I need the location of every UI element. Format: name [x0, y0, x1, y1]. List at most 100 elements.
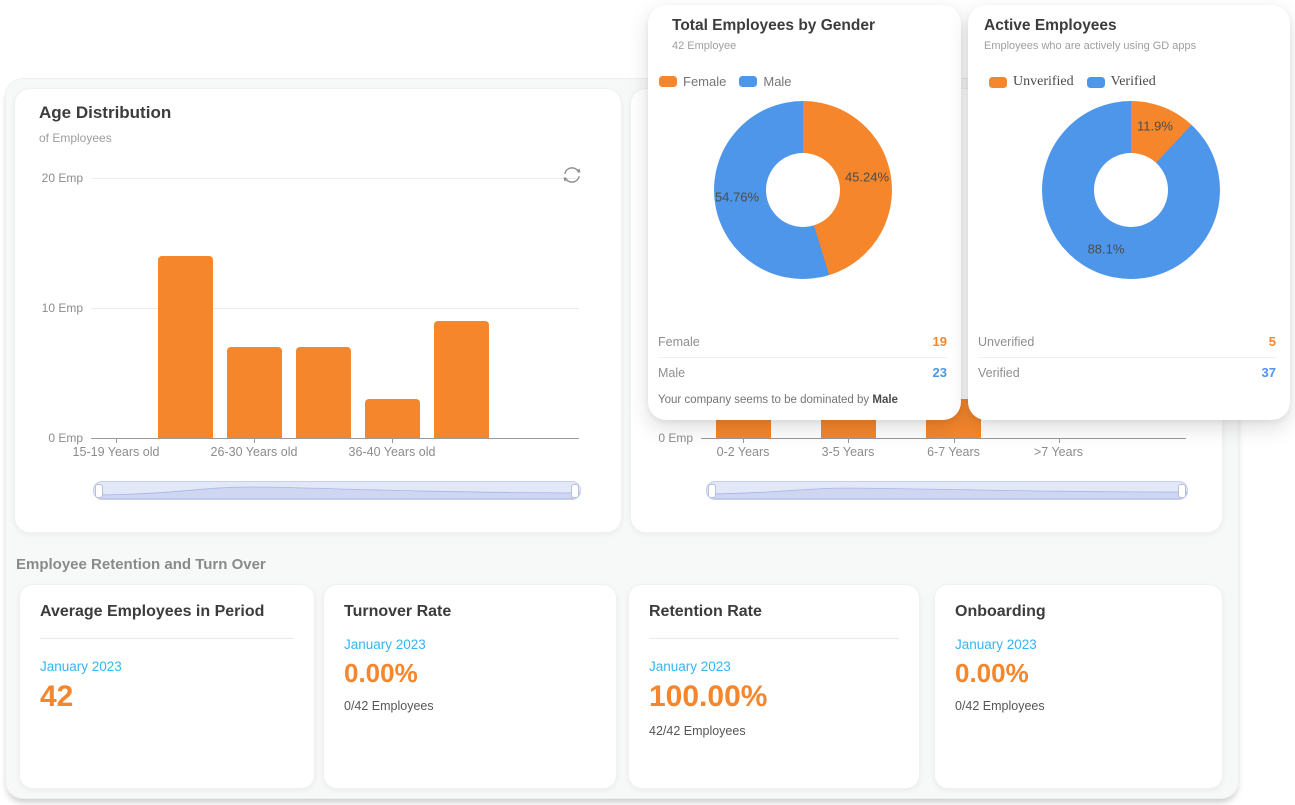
stat-card-title: Retention Rate — [649, 603, 762, 620]
card-title: Active Employees — [984, 17, 1117, 34]
stat-card-title: Onboarding — [955, 603, 1046, 620]
x-axis-label: 0-2 Years — [716, 445, 770, 459]
stat-value: 42 — [40, 680, 74, 713]
stat-subtext: 0/42 Employees — [955, 699, 1045, 713]
stat-card-turnover-rate: Turnover Rate January 2023 0.00% 0/42 Emplo… — [323, 584, 617, 789]
card-subtitle: Employees who are actively using GD apps — [984, 40, 1197, 52]
legend-item-unverified[interactable]: Unverified — [989, 74, 1074, 90]
stat-period: January 2023 — [649, 659, 731, 674]
legend-label: Unverified — [1013, 74, 1074, 89]
divider-line — [649, 638, 899, 639]
age-distribution-bar-chart: 20 Emp 10 Emp 0 Emp 15-19 Years old 26-30 Ye… — [15, 89, 621, 532]
stat-subtext: 42/42 Employees — [649, 724, 746, 738]
y-axis-label: 0 Emp — [48, 431, 83, 445]
divider-line — [40, 638, 294, 639]
bar[interactable] — [226, 347, 282, 438]
stat-period: January 2023 — [40, 659, 122, 674]
axis-tick — [1058, 438, 1060, 443]
stat-card-title: Turnover Rate — [344, 603, 452, 620]
axis-tick — [848, 438, 849, 443]
stat-row-verified: Verified 37 — [978, 357, 1276, 388]
stat-row-male: Male 23 — [658, 357, 947, 388]
stat-card-title: Average Employees in Period — [40, 603, 265, 620]
card-subtitle: of Employees — [39, 131, 112, 145]
gender-insight-text: Your company seems to be dominated by Ma… — [658, 394, 898, 406]
row-label: Female — [658, 334, 700, 349]
axis-tick — [953, 438, 955, 443]
gender-breakdown-list: Female 19 Male 23 — [658, 327, 947, 388]
legend-swatch — [989, 76, 1007, 88]
gridline — [91, 178, 579, 179]
stat-value: 0.00% — [344, 658, 418, 688]
x-axis-line — [91, 438, 579, 439]
bar[interactable] — [364, 399, 420, 438]
x-axis-label: 6-7 Years — [927, 445, 980, 459]
stat-card-onboarding: Onboarding January 2023 0.00% 0/42 Employee… — [934, 584, 1223, 789]
x-axis-label: 36-40 Years old — [348, 445, 436, 459]
active-donut-chart[interactable] — [1042, 101, 1220, 279]
y-axis-label: 0 Emp — [658, 431, 693, 445]
stat-value: 100.00% — [649, 680, 768, 713]
bar[interactable] — [295, 347, 351, 438]
x-axis-label: 26-30 Years old — [210, 445, 298, 459]
legend-item-female[interactable]: Female — [659, 74, 726, 89]
stat-card-average-employees-in-period: Average Employees in Period January 2023 4… — [19, 584, 315, 789]
datazoom-preview — [94, 486, 580, 499]
legend-swatch — [1086, 76, 1105, 88]
gridline — [91, 308, 579, 309]
slice-percent-label: 11.9% — [1137, 118, 1173, 134]
datazoom-handle-right[interactable] — [571, 484, 579, 498]
gender-card: Total Employees by Gender 42 Employee Fe… — [648, 5, 961, 420]
legend-item-male[interactable]: Male — [739, 74, 792, 89]
x-axis-line — [701, 438, 1186, 439]
stat-row-female: Female 19 — [658, 327, 947, 357]
stat-row-unverified: Unverified 5 — [978, 327, 1276, 357]
row-label: Male — [658, 365, 686, 380]
stat-period: January 2023 — [955, 637, 1037, 652]
x-axis-label: >7 Years — [1033, 445, 1083, 459]
axis-tick — [743, 438, 744, 443]
stat-card-retention-rate: Retention Rate January 2023 100.00% 42/42 E… — [628, 584, 920, 789]
donut-hole — [1094, 153, 1168, 227]
datazoom-handle-left[interactable] — [95, 484, 103, 498]
age-distribution-card: Age Distribution of Employees 20 Emp 10 E… — [14, 88, 622, 533]
legend-item-verified[interactable]: Verified — [1086, 74, 1156, 90]
row-value: 23 — [932, 365, 947, 380]
datazoom-slider[interactable] — [706, 481, 1188, 500]
row-label: Unverified — [978, 334, 1035, 349]
card-subtitle: 42 Employee — [672, 40, 737, 52]
slice-percent-label: 54.76% — [714, 189, 760, 205]
active-legend: Unverified Verified — [989, 74, 1156, 90]
gender-donut-chart[interactable] — [714, 101, 892, 279]
x-axis-label: 15-19 Years old — [72, 445, 160, 459]
datazoom-preview — [707, 487, 1187, 499]
datazoom-slider[interactable] — [93, 481, 581, 500]
donut-hole — [766, 153, 840, 227]
stat-period: January 2023 — [344, 637, 426, 652]
bar[interactable] — [433, 321, 489, 438]
bar[interactable] — [157, 256, 213, 438]
y-axis-label: 20 Emp — [41, 171, 83, 185]
x-axis-label: 3-5 Years — [821, 445, 875, 459]
stat-subtext: 0/42 Employees — [344, 699, 434, 713]
active-employees-card: Active Employees Employees who are activ… — [968, 5, 1290, 420]
card-title: Total Employees by Gender — [672, 17, 875, 34]
card-title: Age Distribution — [39, 103, 172, 122]
active-breakdown-list: Unverified 5 Verified 37 — [978, 327, 1276, 388]
y-axis-label: 10 Emp — [41, 301, 83, 315]
datazoom-handle-right[interactable] — [1178, 484, 1186, 498]
insight-dominant-gender: Male — [872, 394, 898, 406]
axis-tick — [254, 438, 255, 443]
legend-swatch — [739, 76, 758, 87]
insight-prefix: Your company seems to be dominated by — [658, 394, 873, 406]
legend-label: Male — [763, 74, 792, 89]
slice-percent-label: 88.1% — [1087, 241, 1125, 257]
slice-percent-label: 45.24% — [844, 169, 890, 185]
legend-label: Verified — [1110, 74, 1156, 89]
refresh-icon — [563, 167, 581, 183]
axis-tick — [392, 438, 393, 443]
legend-swatch — [659, 76, 677, 87]
refresh-button[interactable] — [559, 163, 585, 189]
axis-tick — [116, 438, 117, 443]
datazoom-handle-left[interactable] — [708, 484, 716, 498]
